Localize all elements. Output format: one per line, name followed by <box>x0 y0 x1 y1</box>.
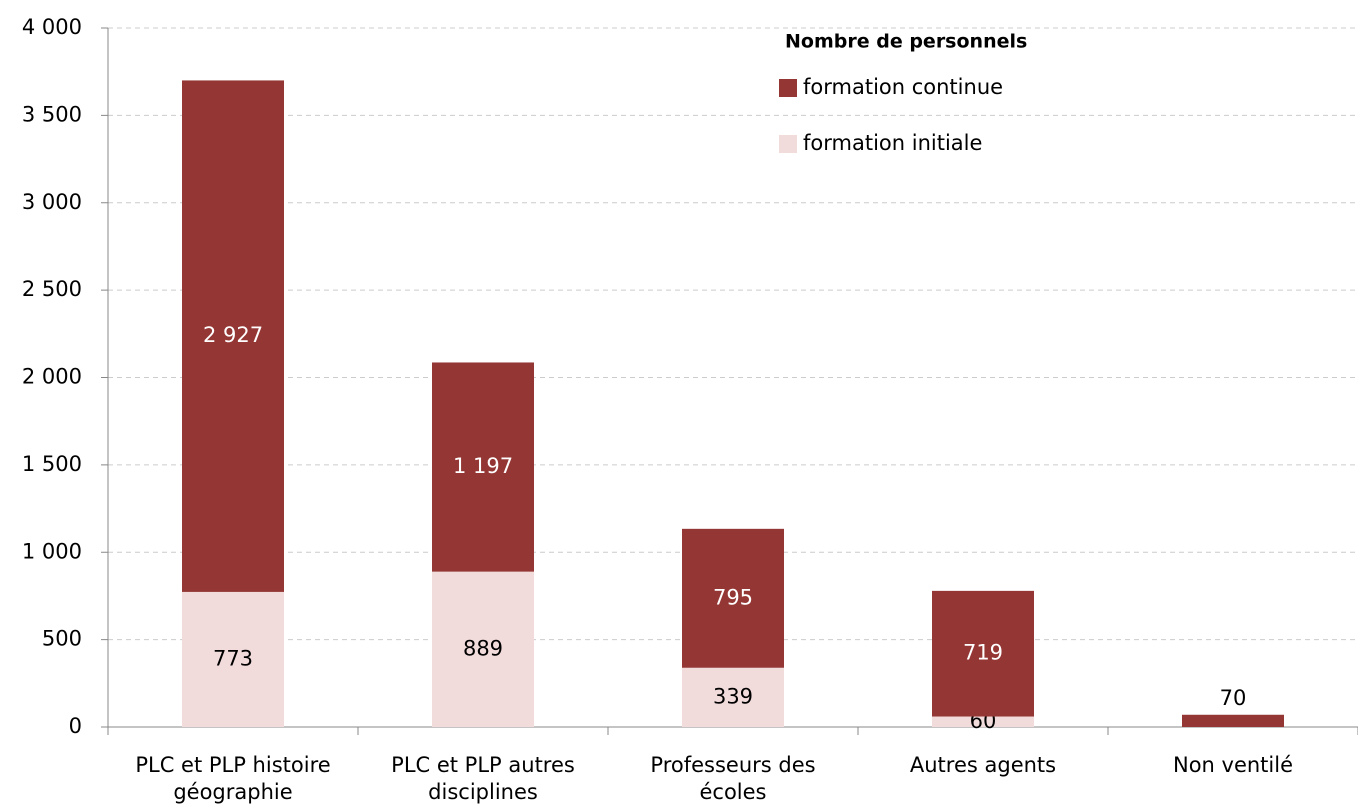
bar-segment <box>432 362 534 572</box>
y-tick-label: 2 500 <box>22 277 82 301</box>
data-label: 719 <box>963 641 1003 665</box>
y-tick-label: 1 500 <box>22 452 82 476</box>
x-tick-label: PLC et PLP autres disciplines <box>391 753 575 804</box>
data-label: 795 <box>713 585 753 609</box>
bar-segment <box>432 571 534 727</box>
data-label: 1 197 <box>453 454 513 478</box>
bar-segment <box>682 528 784 668</box>
y-tick-label: 2 000 <box>22 365 82 389</box>
y-tick-label: 3 500 <box>22 102 82 126</box>
bar-segment <box>682 667 784 727</box>
data-label: 889 <box>463 636 503 660</box>
y-tick-label: 500 <box>42 627 82 651</box>
data-label: 773 <box>213 646 253 670</box>
x-tick-label: Non ventilé <box>1172 753 1294 777</box>
y-tick-label: 4 000 <box>22 15 82 39</box>
y-tick-label: 3 000 <box>22 190 82 214</box>
x-tick-label: Autres agents <box>909 753 1057 777</box>
data-label: 339 <box>713 684 753 708</box>
legend-label: formation initiale <box>803 131 982 155</box>
data-label: 2 927 <box>203 323 263 347</box>
bar-segment <box>932 716 1034 727</box>
x-tick-label: PLC et PLP histoire géographie <box>135 753 331 804</box>
bar-segment <box>182 80 284 592</box>
bar-segment <box>1182 714 1284 727</box>
bar-segment <box>182 591 284 727</box>
x-tick-label: Professeurs des écoles <box>650 753 816 804</box>
y-tick-label: 0 <box>69 714 82 738</box>
legend-label: formation continue <box>803 75 1003 99</box>
legend-title: Nombre de personnels <box>785 31 1027 53</box>
legend-swatch <box>779 135 797 153</box>
y-tick-label: 1 000 <box>22 539 82 563</box>
bar-segment <box>932 590 1034 717</box>
legend-swatch <box>779 79 797 97</box>
data-label: 70 <box>1220 686 1247 710</box>
